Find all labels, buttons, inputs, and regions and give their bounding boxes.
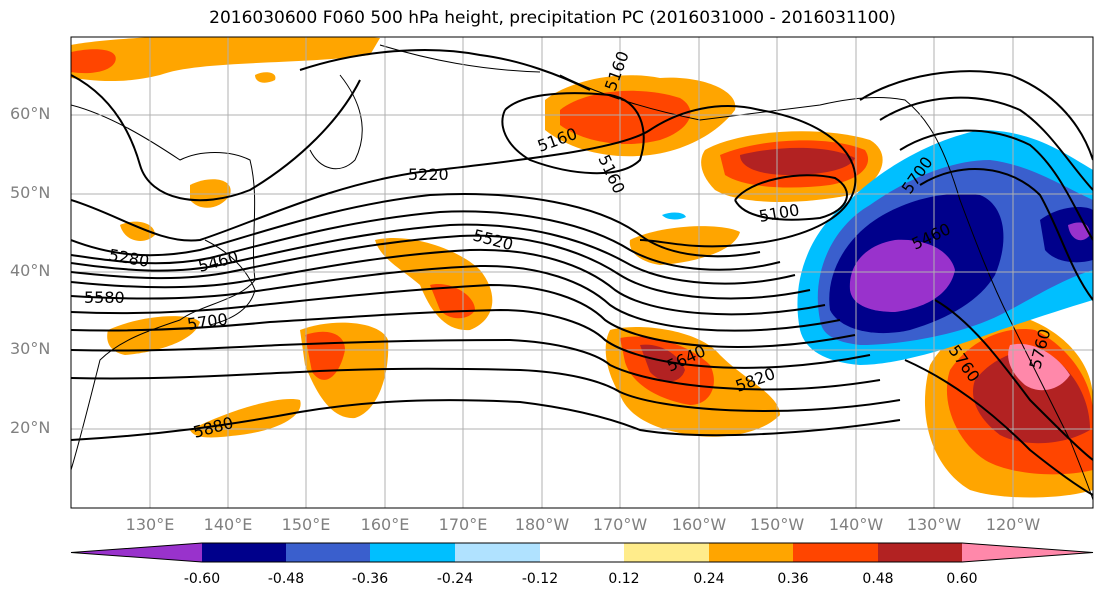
contour-5700 [71, 308, 871, 369]
colorbar-tick-label: -0.60 [183, 571, 221, 587]
contour-nw-1 [71, 74, 361, 202]
lat-tick-label: 30°N [10, 339, 51, 358]
lat-tick-label: 40°N [10, 261, 51, 280]
colorbar-tick-label: -0.36 [351, 571, 389, 587]
lon-tick-label: 130°W [906, 515, 962, 534]
lon-tick-label: 150°W [749, 515, 805, 534]
precip-area-japan-east-core [430, 284, 475, 319]
lon-tick-label: 160°E [360, 515, 410, 534]
contour-5100-low [734, 174, 848, 221]
contour-5460 [71, 234, 811, 300]
contour-east-3 [899, 129, 1093, 241]
coast-arctic [379, 44, 541, 73]
contour-5340 [71, 210, 781, 271]
colorbar-tick-label: -0.48 [267, 571, 305, 587]
precip-area-baja-peak [1008, 343, 1070, 391]
contour-5820 [71, 367, 901, 412]
precip-area-nw-core [71, 49, 116, 74]
contour-east-5 [934, 299, 1093, 461]
colorbar-tick-label: 0.24 [693, 571, 725, 587]
precip-area-taiwan-east [107, 316, 200, 355]
colorbar-tick-label: -0.12 [521, 571, 559, 587]
precip-area-gulf-alaska-max [740, 147, 855, 175]
lat-tick-label: 50°N [10, 183, 51, 202]
lon-tick-label: 180°W [514, 515, 570, 534]
coast-kamchatka [309, 74, 363, 170]
lon-tick-label: 150°E [281, 515, 331, 534]
colorbar-tick-label: -0.24 [436, 571, 474, 587]
lon-tick-label: 140°W [828, 515, 884, 534]
contour-east-6 [904, 359, 1093, 496]
plot-frame [70, 36, 1094, 509]
contour-5220 [71, 105, 857, 248]
lon-tick-label: 120°W [985, 515, 1041, 534]
precip-area-bering-core [560, 90, 691, 145]
coast-alaska [559, 74, 961, 201]
lon-tick-label: 170°W [592, 515, 648, 534]
contour-label: 5220 [408, 165, 449, 184]
lon-tick-label: 160°W [671, 515, 727, 534]
contour-5760 [71, 338, 881, 391]
precip-area-hawaii-nw-max [640, 344, 685, 382]
coast-north-america [959, 199, 1093, 501]
colorbar-tick-label: 0.12 [608, 571, 640, 587]
contour-5880 [71, 399, 901, 441]
precip-area-yellow-sea [120, 221, 155, 241]
lat-tick-label: 60°N [10, 104, 51, 123]
precip-area-philippine-sea [190, 399, 301, 438]
contour-5640 [71, 283, 856, 348]
precip-area-okhotsk [255, 72, 276, 83]
lat-tick-label: 20°N [10, 418, 51, 437]
map-title: 2016030600 F060 500 hPa height, precipit… [209, 8, 896, 28]
precip-area-nw [71, 37, 380, 81]
contour-east-4 [919, 168, 1093, 301]
contour-5580 [71, 264, 841, 332]
contour-5160-low [501, 92, 645, 175]
colorbar-tick-label: 0.60 [946, 571, 978, 587]
neg-area-small [662, 212, 686, 220]
contour-east-1 [859, 70, 1093, 161]
colorbar-tick-label: 0.36 [777, 571, 809, 587]
contour-label: 5580 [84, 288, 125, 307]
lon-tick-label: 170°E [438, 515, 488, 534]
neg-area-max [849, 239, 955, 312]
contour-nw-2 [299, 49, 591, 91]
contour-5400 [71, 223, 796, 285]
contour-5280 [71, 193, 761, 258]
contour-east-2 [879, 96, 1093, 191]
map-plot-area: 5160 5160 5160 5220 5280 5460 5520 5580 … [71, 37, 1093, 508]
colorbar-tick-label: 0.48 [862, 571, 894, 587]
lon-tick-label: 130°E [125, 515, 175, 534]
negative-precip-areas [662, 130, 1093, 365]
lon-tick-label: 140°E [203, 515, 253, 534]
contour-5520 [71, 248, 826, 316]
height-contours [71, 49, 1093, 496]
